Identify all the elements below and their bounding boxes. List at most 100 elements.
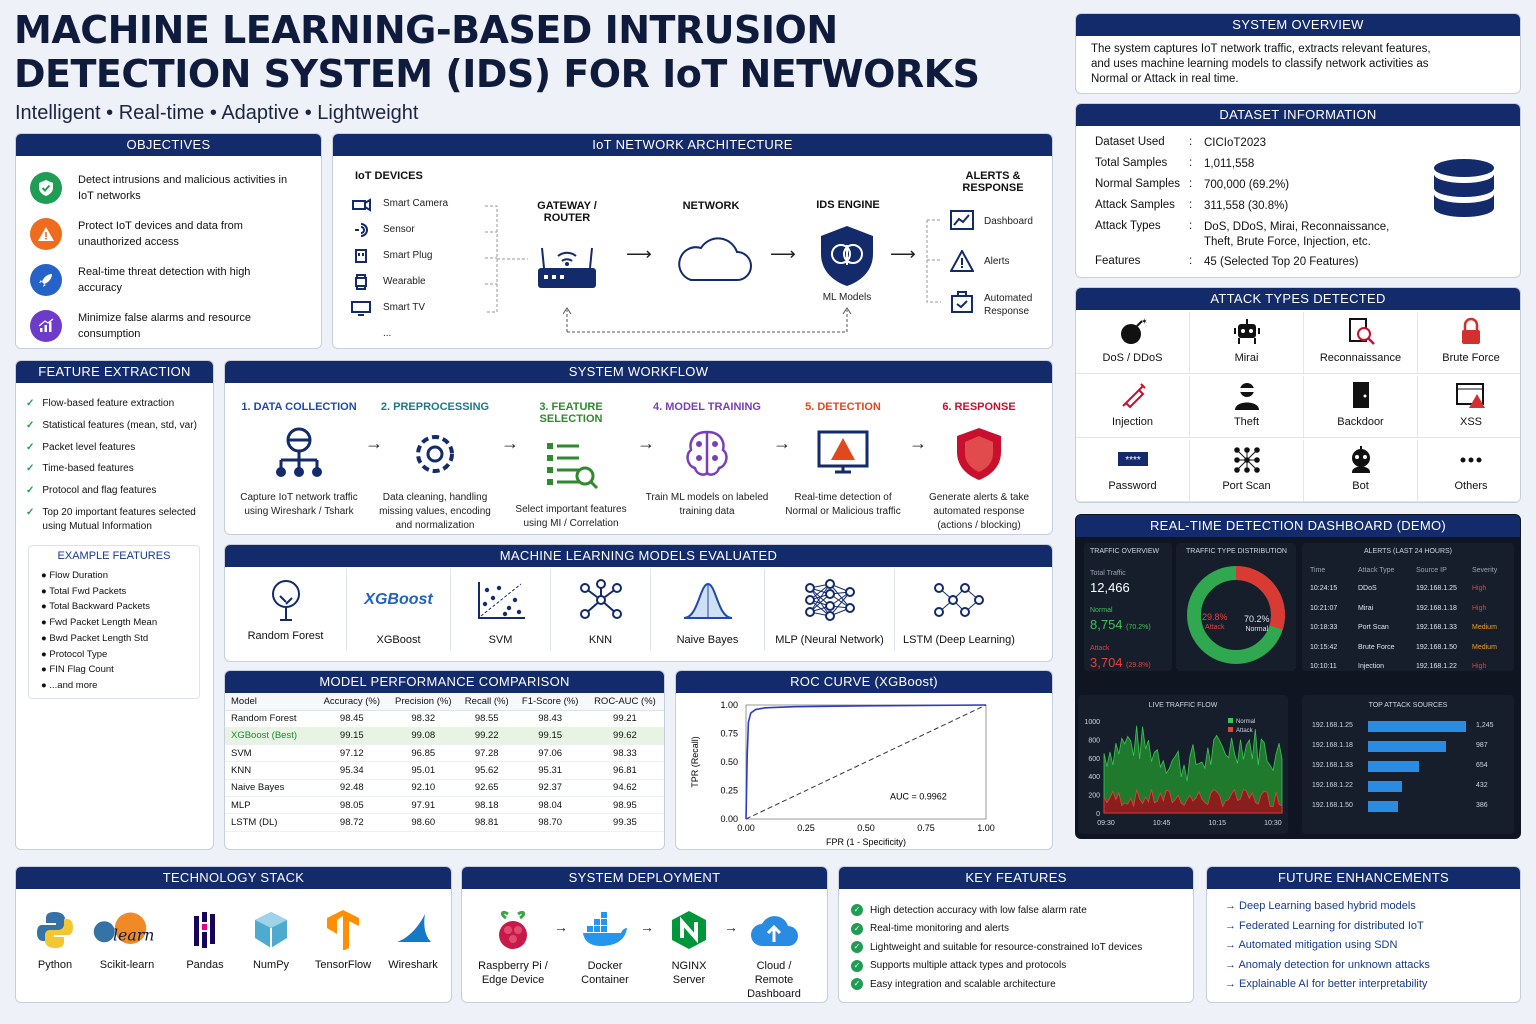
dataset-sep: : [1189,220,1193,232]
scikit-learn-icon: learn [92,907,162,953]
future-item: → Federated Learning for distributed IoT [1225,919,1424,932]
table-row: KNN 95.34 95.01 95.62 95.31 96.81 [225,761,664,780]
key-features-panel: KEY FEATURES ✓ High detection accuracy wi… [838,866,1194,1003]
more-icon [351,326,371,342]
table-cell: 92.37 [514,779,586,797]
alert-cell: Mirai [1358,604,1374,612]
rocket-icon [30,264,62,296]
attack-type-item: Reconnaissance [1304,312,1418,374]
magnifier-doc-icon [1304,312,1417,350]
alert-cell: 192.168.1.33 [1416,624,1457,631]
source-bar [1368,801,1399,812]
attack-type-label: Mirai [1234,352,1259,364]
workflow-step-title: 1. DATA COLLECTION [241,401,357,413]
future-item: → Explainable AI for better interpretabi… [1225,978,1428,990]
table-cell: 99.62 [585,727,664,746]
alerts-title: ALERTS & RESPONSE [962,170,1024,194]
tech-wireshark: Wireshark [378,907,448,971]
neural-net-icon [765,577,894,623]
alert-cell: 192.168.1.50 [1416,643,1457,651]
dataset-key: Attack Types [1095,220,1161,232]
dataset-key: Features [1095,255,1141,267]
more-dots-icon [1418,440,1520,478]
objective-item: Protect IoT devices and data from unauth… [30,218,288,250]
device-connectors [485,205,528,313]
table-header: Recall (%) [459,693,515,711]
future-item: → Anomaly detection for unknown attacks [1225,958,1430,971]
roc-x-tick: 0.00 [737,823,755,833]
alert-cell: High [1472,663,1487,670]
tv-icon [351,300,371,316]
live-traffic-card: LIVE TRAFFIC FLOW 1000 800 600 400 200 0 09:30… [1078,695,1288,834]
model-label: Naive Bayes [676,634,739,646]
legend-normal-swatch [1228,718,1233,723]
alert-cell: 10:24:15 [1310,585,1338,592]
top-sources-title: TOP ATTACK SOURCES [1368,702,1448,709]
cloud-upload-icon [736,907,812,953]
example-feature: ● Total Fwd Packets [41,585,127,597]
tech-numpy: NumPy [236,907,306,971]
network-scan-icon [1190,440,1303,478]
attack-pct: (29.8%) [1126,662,1151,669]
roc-x-tick: 0.75 [917,823,935,833]
performance-title: MODEL PERFORMANCE COMPARISON [225,671,664,693]
table-cell: 96.85 [387,744,459,763]
warning-icon [30,218,62,250]
xgboost-logo: XGBoost [347,577,450,623]
tensorflow-icon [308,907,378,953]
feature-item: ✓ Protocol and flag features [26,485,157,496]
table-cell: Random Forest [225,710,317,728]
flow-normal-area [1103,725,1283,814]
source-count: 432 [1476,782,1488,789]
source-ip: 192.168.1.33 [1312,762,1353,769]
attack-type-label: Reconnaissance [1319,352,1402,364]
tech-scikit: learn Scikit-learn [92,907,162,971]
arrow-right-icon: → [501,433,519,453]
top-sources-card: TOP ATTACK SOURCES 192.168.1.25 1,245 192.… [1302,695,1514,834]
example-features-box: EXAMPLE FEATURES ● Flow Duration ● Total … [28,545,200,699]
attack-type-label: Bot [1352,480,1369,492]
alert-cell: 10:18:33 [1310,624,1338,631]
cloud-icon [678,237,752,281]
browser-warning-icon [1418,376,1520,414]
dataset-sep: : [1189,255,1193,267]
check-circle-icon: ✓ [851,941,863,953]
dataset-key: Total Samples [1095,157,1168,169]
feature-extraction-title: FEATURE EXTRACTION [16,361,213,383]
normal-value: 8,754 [1090,617,1123,632]
legend-attack: Attack [1236,728,1254,734]
password-icon: **** [1076,440,1189,478]
source-ip: 192.168.1.18 [1312,742,1353,749]
dataset-panel: DATASET INFORMATION Dataset Used: CICIoT2… [1075,103,1521,278]
flow-x-tick: 09:30 [1097,820,1115,827]
thief-icon [1190,376,1303,414]
table-header: Model [225,693,317,711]
table-cell: 98.55 [459,710,515,728]
table-cell: XGBoost (Best) [225,727,317,746]
table-cell: 99.22 [459,727,515,746]
feature-item: ✓ Statistical features (mean, std, var) [26,420,197,431]
flow-y-tick: 200 [1088,793,1100,800]
pandas-icon [170,907,240,953]
future-item: → Deep Learning based hybrid models [1225,900,1416,912]
table-cell: 97.28 [459,744,515,763]
flow-y-tick: 400 [1088,774,1100,781]
model-item: XGBoost XGBoost [347,569,451,651]
system-overview-panel: SYSTEM OVERVIEW The system captures IoT … [1075,13,1521,94]
source-count: 386 [1476,802,1488,809]
bell-curve-icon [651,577,764,623]
alert-cell: Port Scan [1358,624,1389,631]
check-icon: ✓ [26,485,35,496]
docker-icon [570,907,640,953]
architecture-title: IoT NETWORK ARCHITECTURE [333,134,1052,156]
attack-type-item: ✶ DoS / DDoS [1076,312,1190,374]
flow-y-tick: 600 [1088,756,1100,763]
source-count: 987 [1476,742,1488,749]
check-icon: ✓ [26,398,35,409]
network-label: NETWORK [682,200,740,212]
sensor-icon [351,222,371,238]
attack-type-item: XSS [1418,376,1520,438]
alert-header: Source IP [1416,567,1447,574]
workflow-step-desc: Data cleaning, handling missing values, … [379,492,491,531]
tech-python: Python [20,907,90,971]
